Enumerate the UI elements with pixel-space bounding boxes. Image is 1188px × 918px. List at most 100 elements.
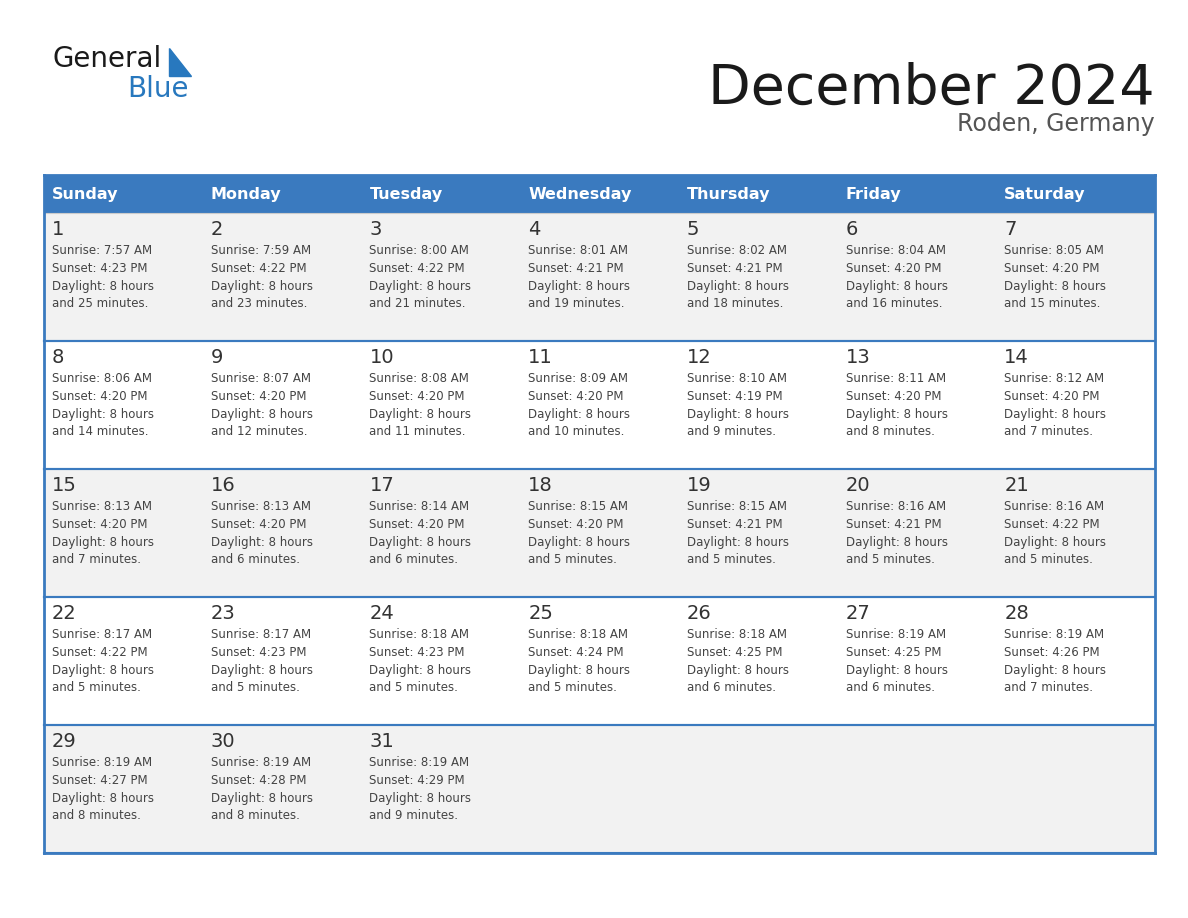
Text: 5: 5 — [687, 220, 700, 239]
Text: and 19 minutes.: and 19 minutes. — [529, 297, 625, 310]
Text: and 9 minutes.: and 9 minutes. — [369, 809, 459, 822]
Text: Daylight: 8 hours: Daylight: 8 hours — [1004, 280, 1106, 293]
Text: 14: 14 — [1004, 348, 1029, 367]
Text: Sunset: 4:20 PM: Sunset: 4:20 PM — [1004, 262, 1100, 275]
Bar — [678, 597, 838, 725]
Text: Sunset: 4:22 PM: Sunset: 4:22 PM — [52, 646, 147, 659]
Text: Daylight: 8 hours: Daylight: 8 hours — [369, 536, 472, 549]
Text: Daylight: 8 hours: Daylight: 8 hours — [210, 536, 312, 549]
Text: Daylight: 8 hours: Daylight: 8 hours — [529, 280, 630, 293]
Text: Sunrise: 7:59 AM: Sunrise: 7:59 AM — [210, 244, 311, 257]
Text: Daylight: 8 hours: Daylight: 8 hours — [846, 664, 948, 677]
Text: Sunset: 4:20 PM: Sunset: 4:20 PM — [529, 390, 624, 403]
Text: Sunset: 4:27 PM: Sunset: 4:27 PM — [52, 774, 147, 787]
Text: Sunset: 4:21 PM: Sunset: 4:21 PM — [687, 518, 783, 531]
Text: Sunset: 4:29 PM: Sunset: 4:29 PM — [369, 774, 465, 787]
Text: and 15 minutes.: and 15 minutes. — [1004, 297, 1100, 310]
Text: Sunrise: 8:09 AM: Sunrise: 8:09 AM — [529, 372, 628, 385]
Text: 22: 22 — [52, 604, 77, 623]
Text: Sunset: 4:20 PM: Sunset: 4:20 PM — [52, 390, 147, 403]
Text: Sunrise: 8:15 AM: Sunrise: 8:15 AM — [687, 500, 786, 513]
Bar — [44, 469, 203, 597]
Text: and 9 minutes.: and 9 minutes. — [687, 425, 776, 438]
Text: Sunrise: 8:16 AM: Sunrise: 8:16 AM — [846, 500, 946, 513]
Text: Daylight: 8 hours: Daylight: 8 hours — [846, 536, 948, 549]
Text: Daylight: 8 hours: Daylight: 8 hours — [369, 664, 472, 677]
Text: and 21 minutes.: and 21 minutes. — [369, 297, 466, 310]
Text: Daylight: 8 hours: Daylight: 8 hours — [687, 280, 789, 293]
Bar — [678, 213, 838, 341]
Bar — [838, 469, 997, 597]
Bar — [838, 341, 997, 469]
Text: and 6 minutes.: and 6 minutes. — [846, 681, 935, 694]
Text: Sunset: 4:20 PM: Sunset: 4:20 PM — [369, 390, 465, 403]
Text: Blue: Blue — [127, 75, 189, 103]
Text: 4: 4 — [529, 220, 541, 239]
Text: 9: 9 — [210, 348, 223, 367]
Text: and 12 minutes.: and 12 minutes. — [210, 425, 308, 438]
Text: and 5 minutes.: and 5 minutes. — [369, 681, 459, 694]
Text: Daylight: 8 hours: Daylight: 8 hours — [369, 280, 472, 293]
Text: and 7 minutes.: and 7 minutes. — [1004, 425, 1093, 438]
Bar — [203, 341, 361, 469]
Text: 8: 8 — [52, 348, 64, 367]
Text: Sunrise: 8:11 AM: Sunrise: 8:11 AM — [846, 372, 946, 385]
Text: Sunrise: 8:19 AM: Sunrise: 8:19 AM — [369, 756, 469, 769]
Text: Daylight: 8 hours: Daylight: 8 hours — [52, 536, 154, 549]
Text: Sunrise: 7:57 AM: Sunrise: 7:57 AM — [52, 244, 152, 257]
Text: 1: 1 — [52, 220, 64, 239]
Text: and 5 minutes.: and 5 minutes. — [687, 553, 776, 566]
Text: Daylight: 8 hours: Daylight: 8 hours — [1004, 664, 1106, 677]
Text: Sunrise: 8:07 AM: Sunrise: 8:07 AM — [210, 372, 311, 385]
Text: Sunrise: 8:02 AM: Sunrise: 8:02 AM — [687, 244, 786, 257]
Text: Sunrise: 8:19 AM: Sunrise: 8:19 AM — [210, 756, 311, 769]
Bar — [203, 597, 361, 725]
Text: and 10 minutes.: and 10 minutes. — [529, 425, 625, 438]
Text: Sunset: 4:25 PM: Sunset: 4:25 PM — [687, 646, 783, 659]
Text: and 6 minutes.: and 6 minutes. — [210, 553, 299, 566]
Text: Sunset: 4:20 PM: Sunset: 4:20 PM — [846, 262, 941, 275]
Text: 24: 24 — [369, 604, 394, 623]
Text: and 25 minutes.: and 25 minutes. — [52, 297, 148, 310]
Text: 11: 11 — [529, 348, 552, 367]
Text: Sunset: 4:23 PM: Sunset: 4:23 PM — [52, 262, 147, 275]
Text: Daylight: 8 hours: Daylight: 8 hours — [529, 408, 630, 421]
Bar — [520, 597, 678, 725]
Text: 30: 30 — [210, 732, 235, 751]
Bar — [997, 469, 1155, 597]
Text: and 6 minutes.: and 6 minutes. — [687, 681, 776, 694]
Bar — [520, 341, 678, 469]
Text: 17: 17 — [369, 476, 394, 495]
Text: 25: 25 — [529, 604, 554, 623]
Text: Monday: Monday — [210, 186, 282, 201]
Text: Sunset: 4:23 PM: Sunset: 4:23 PM — [210, 646, 307, 659]
Text: Daylight: 8 hours: Daylight: 8 hours — [52, 792, 154, 805]
Text: Daylight: 8 hours: Daylight: 8 hours — [529, 664, 630, 677]
Text: Sunrise: 8:01 AM: Sunrise: 8:01 AM — [529, 244, 628, 257]
Text: 12: 12 — [687, 348, 712, 367]
Text: Sunrise: 8:19 AM: Sunrise: 8:19 AM — [52, 756, 152, 769]
Text: Sunrise: 8:00 AM: Sunrise: 8:00 AM — [369, 244, 469, 257]
Bar — [678, 341, 838, 469]
Text: Sunset: 4:22 PM: Sunset: 4:22 PM — [1004, 518, 1100, 531]
Text: Daylight: 8 hours: Daylight: 8 hours — [52, 280, 154, 293]
Text: and 23 minutes.: and 23 minutes. — [210, 297, 307, 310]
Bar — [520, 725, 678, 853]
Text: Sunset: 4:24 PM: Sunset: 4:24 PM — [529, 646, 624, 659]
Bar — [838, 725, 997, 853]
Bar — [678, 725, 838, 853]
Text: Daylight: 8 hours: Daylight: 8 hours — [687, 408, 789, 421]
Text: and 5 minutes.: and 5 minutes. — [529, 681, 617, 694]
Text: and 5 minutes.: and 5 minutes. — [210, 681, 299, 694]
Bar — [520, 469, 678, 597]
Text: 28: 28 — [1004, 604, 1029, 623]
Bar — [520, 213, 678, 341]
Text: Sunset: 4:20 PM: Sunset: 4:20 PM — [846, 390, 941, 403]
Text: General: General — [52, 45, 162, 73]
Text: 27: 27 — [846, 604, 871, 623]
Text: Sunset: 4:28 PM: Sunset: 4:28 PM — [210, 774, 307, 787]
Text: Daylight: 8 hours: Daylight: 8 hours — [369, 792, 472, 805]
Text: 21: 21 — [1004, 476, 1029, 495]
Text: Sunrise: 8:13 AM: Sunrise: 8:13 AM — [210, 500, 311, 513]
Text: Sunday: Sunday — [52, 186, 119, 201]
